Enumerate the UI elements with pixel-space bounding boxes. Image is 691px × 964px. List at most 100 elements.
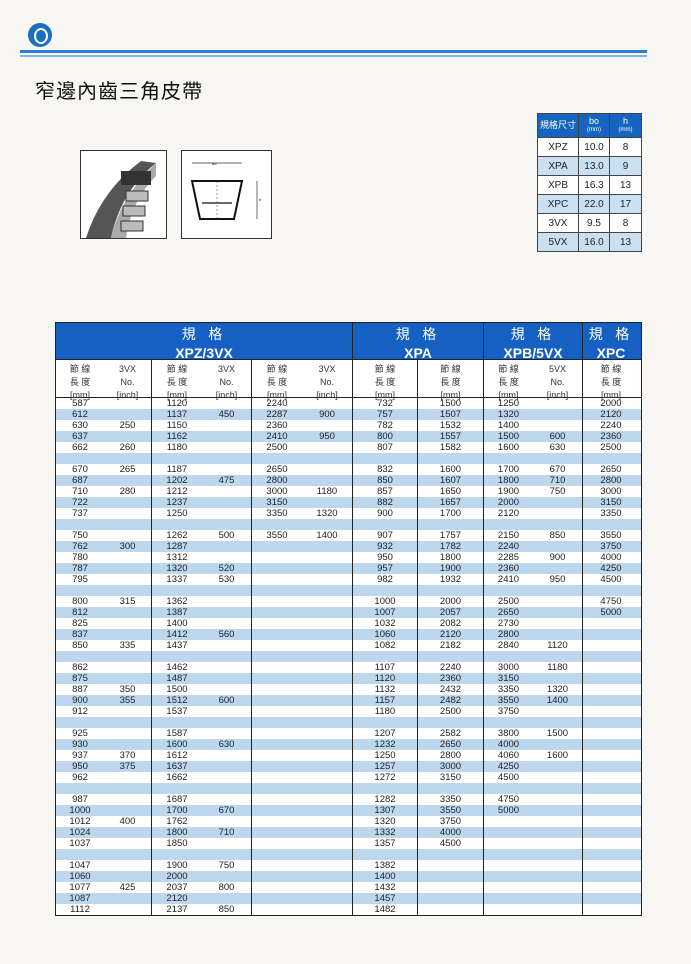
group-code: XPA	[404, 345, 432, 361]
table-cell	[202, 596, 252, 607]
table-cell	[252, 574, 302, 585]
column-header-line: 長 度	[498, 377, 519, 387]
table-cell	[533, 761, 583, 772]
table-cell	[252, 662, 302, 673]
table-row: 1037 1850 1357 4500	[56, 838, 641, 849]
spec-row: 3VX 9.5 8	[537, 213, 642, 233]
table-cell: 1400	[353, 871, 418, 882]
column-header-line: 3VX	[118, 364, 136, 374]
table-cell	[302, 552, 353, 563]
table-cell: 1024	[69, 827, 91, 838]
table-cell: 3000	[497, 662, 520, 673]
table-cell	[252, 750, 302, 761]
table-cell	[583, 519, 639, 530]
table-cell	[302, 816, 353, 827]
table-cell	[583, 585, 639, 596]
table-cell	[252, 761, 302, 772]
column-header: 3VX No. [inch]	[302, 360, 353, 400]
table-cell: 3350	[266, 508, 288, 519]
table-cell: 950	[72, 761, 88, 772]
table-cell	[202, 618, 252, 629]
table-cell	[104, 772, 152, 783]
table-cell	[202, 640, 252, 651]
table-cell: 350	[104, 684, 152, 695]
table-cell: 1312	[166, 552, 188, 563]
table-cell: 1412	[166, 629, 188, 640]
table-cell: 1232	[353, 739, 418, 750]
table-cell	[302, 750, 353, 761]
table-cell	[252, 805, 302, 816]
table-cell: 1657	[418, 497, 484, 508]
column-header-line: 長 度	[440, 377, 461, 387]
table-row: 687 1202 475 2800 850 1607 1800 710 2800	[56, 475, 641, 486]
spec-row: XPA 13.0 9	[537, 156, 642, 176]
table-cell	[56, 585, 104, 596]
table-cell: 1782	[418, 541, 484, 552]
table-cell: 800	[72, 596, 88, 607]
table-row: 812 1387 1007 2057 2650 5000	[56, 607, 641, 618]
table-cell	[418, 904, 484, 915]
table-cell	[252, 629, 302, 640]
table-row: 710 280 1212 3000 1180 857 1650 1900 750 3000	[56, 486, 641, 497]
table-cell	[583, 640, 639, 651]
table-cell: 832	[353, 464, 418, 475]
table-cell	[302, 662, 353, 673]
table-cell	[583, 860, 639, 871]
table-cell: 475	[202, 475, 252, 486]
table-cell: 1607	[418, 475, 484, 486]
table-cell	[533, 519, 583, 530]
table-cell: 4250	[600, 563, 622, 574]
table-cell	[104, 497, 152, 508]
column-header-line: [mm]	[375, 390, 395, 400]
table-cell	[302, 596, 353, 607]
group-zh: 規 格	[181, 327, 227, 343]
table-cell: 265	[104, 464, 152, 475]
group-code: XPC	[596, 345, 626, 361]
table-cell	[104, 398, 152, 409]
column-header-line: 5VX	[548, 364, 566, 374]
table-cell	[533, 882, 583, 893]
spec-cell: 17	[609, 194, 642, 214]
table-cell	[418, 860, 484, 871]
table-cell	[104, 838, 152, 849]
table-row: 930 1600 630 1232 2650 4000	[56, 739, 641, 750]
spec-row: XPB 16.3 13	[537, 175, 642, 195]
table-cell	[583, 849, 639, 860]
table-cell	[484, 871, 533, 882]
table-cell	[484, 453, 533, 464]
table-cell: 957	[353, 563, 418, 574]
table-cell	[302, 618, 353, 629]
table-row: 1000 1700 670 1307 3550 5000	[56, 805, 641, 816]
table-cell: 1120	[533, 640, 583, 651]
table-cell: 1800	[166, 827, 188, 838]
table-cell	[533, 398, 583, 409]
table-row: 737 1250 3350 1320 900 1700 2120 3350	[56, 508, 641, 519]
table-cell: 2120	[497, 508, 520, 519]
table-cell	[202, 486, 252, 497]
table-cell	[202, 420, 252, 431]
table-cell	[533, 497, 583, 508]
table-cell	[56, 783, 104, 794]
table-cell: 600	[202, 695, 252, 706]
table-cell	[533, 420, 583, 431]
table-cell: 425	[104, 882, 152, 893]
table-cell: 757	[353, 409, 418, 420]
table-cell: 932	[353, 541, 418, 552]
column-header-line: [mm]	[70, 390, 90, 400]
table-cell: 1600	[497, 442, 520, 453]
table-cell	[583, 904, 639, 915]
table-cell	[353, 585, 418, 596]
table-cell: 2000	[166, 871, 188, 882]
table-cell	[484, 717, 533, 728]
table-cell: 2287	[266, 409, 288, 420]
table-cell: 4000	[600, 552, 622, 563]
table-cell: 1272	[353, 772, 418, 783]
column-header-line: [mm]	[267, 390, 287, 400]
table-cell	[252, 541, 302, 552]
table-cell: 637	[72, 431, 88, 442]
table-cell	[56, 519, 104, 530]
header-rule-thin	[20, 55, 647, 57]
table-cell: 1800	[497, 475, 520, 486]
table-cell	[252, 673, 302, 684]
table-cell: 1187	[166, 464, 188, 475]
